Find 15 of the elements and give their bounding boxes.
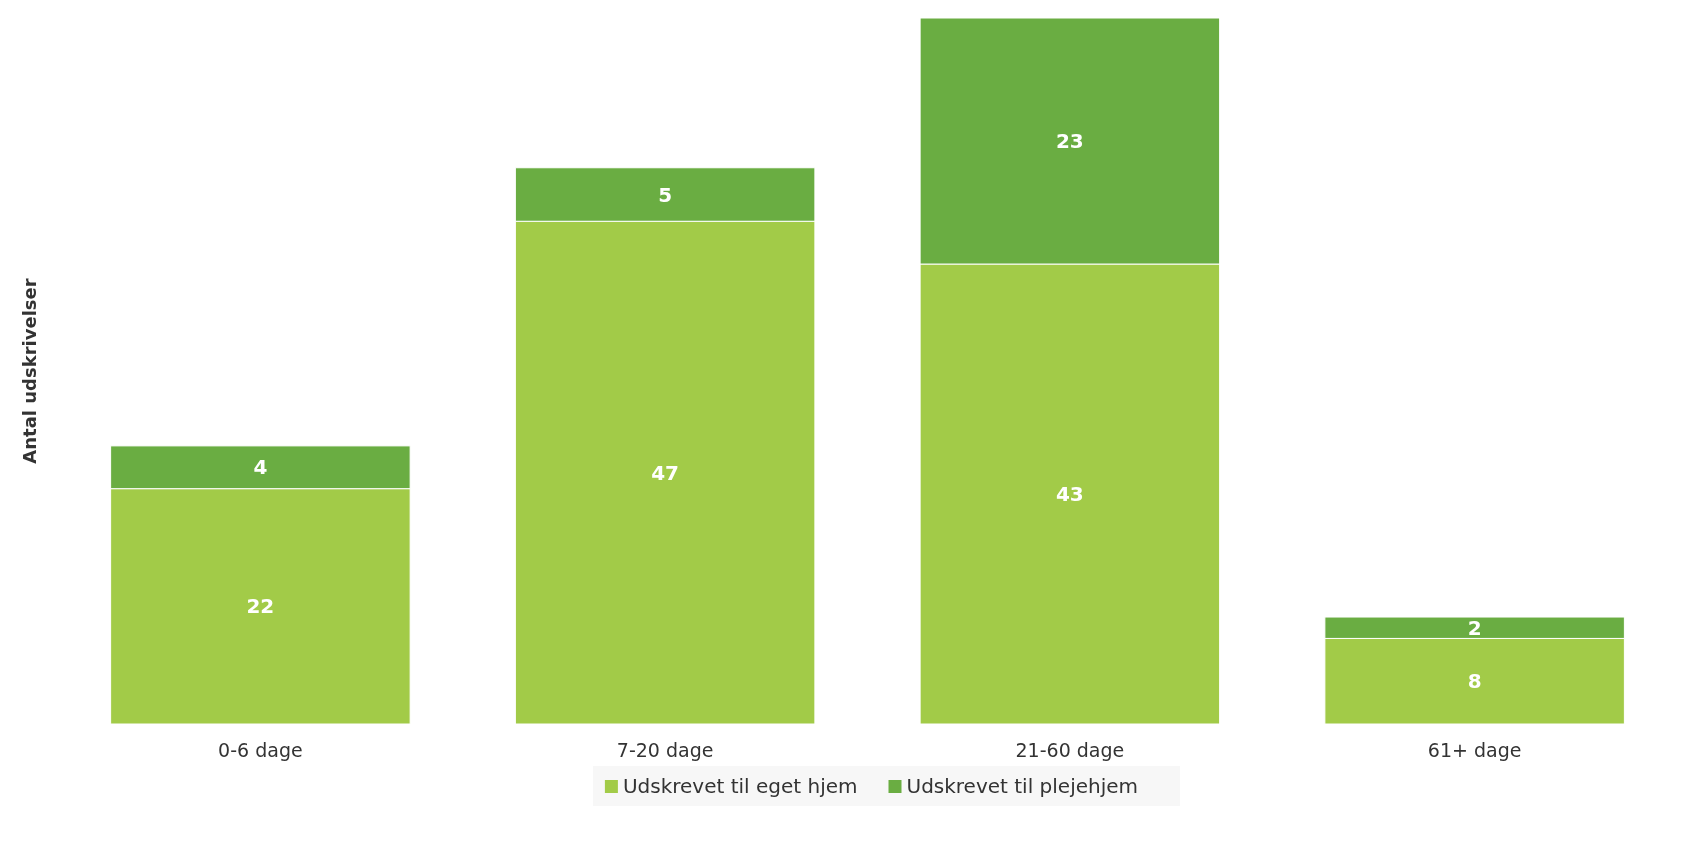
data-label: 22 bbox=[246, 594, 275, 619]
data-label: 8 bbox=[1467, 669, 1482, 694]
x-tick-label: 21-60 dage bbox=[1015, 739, 1125, 761]
data-label: 4 bbox=[253, 455, 268, 480]
x-tick-label: 7-20 dage bbox=[616, 739, 714, 761]
x-tick-label: 61+ dage bbox=[1427, 739, 1522, 761]
data-label: 47 bbox=[651, 460, 680, 485]
data-label: 5 bbox=[658, 182, 673, 207]
data-label: 43 bbox=[1055, 482, 1084, 507]
data-label: 2 bbox=[1467, 615, 1482, 640]
legend-label: Udskrevet til plejehjem bbox=[906, 774, 1139, 798]
data-label: 23 bbox=[1055, 129, 1084, 154]
x-tick-label: 0-6 dage bbox=[218, 739, 303, 761]
y-axis-title: Antal udskrivelser bbox=[19, 278, 40, 464]
legend-label: Udskrevet til eget hjem bbox=[622, 774, 858, 798]
